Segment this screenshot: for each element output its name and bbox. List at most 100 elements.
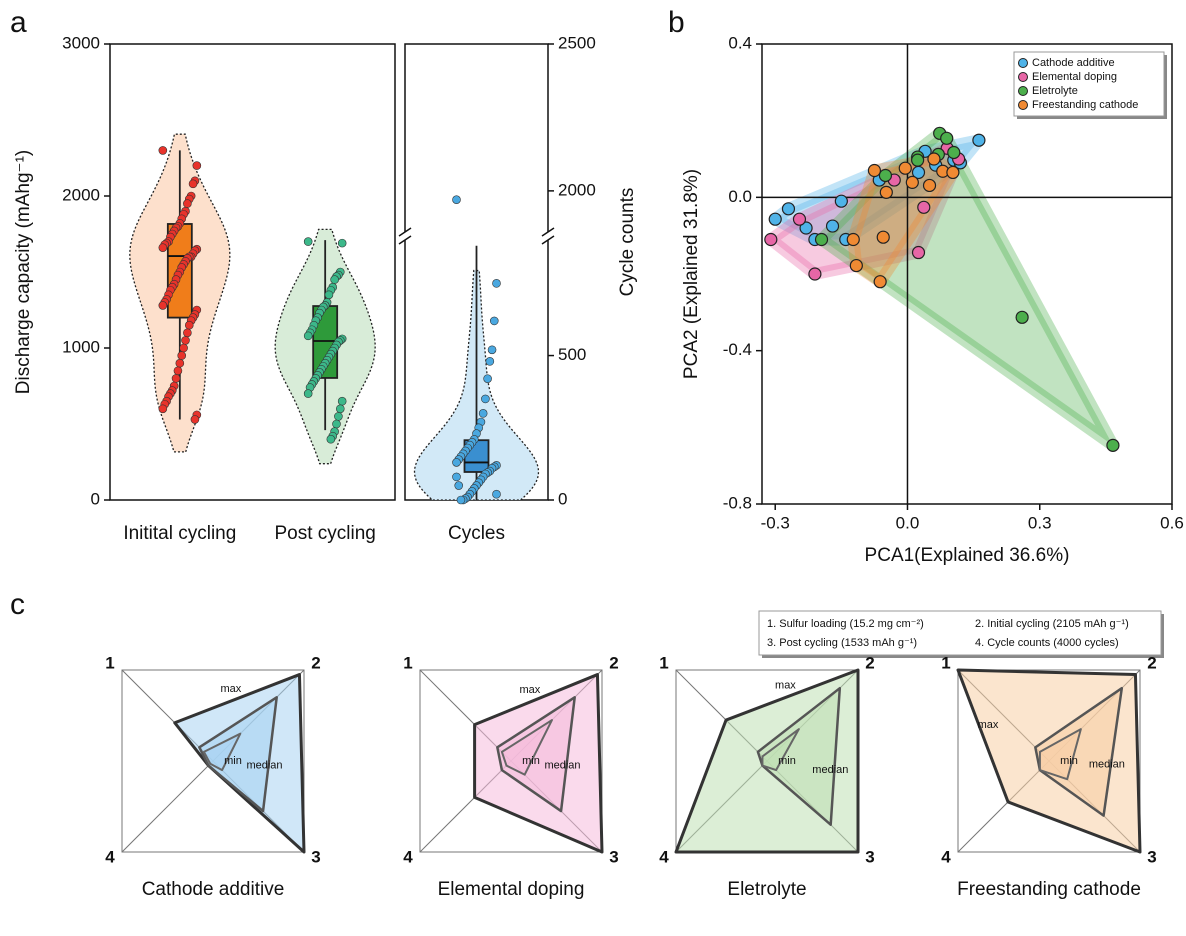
data-point [927,152,941,166]
legend-box [1013,51,1165,117]
radar-axis-label: 1 [941,653,950,672]
legend-label: Cathode additive [1032,57,1115,69]
data-point [337,396,347,406]
data-point [846,232,860,247]
radar-polygon [496,696,576,813]
x-axis-label: PCA1(Explained 36.6%) [865,545,1070,566]
axis-break [541,235,555,245]
y-tick-label: -0.4 [723,340,752,359]
data-point [911,153,925,167]
radar-polygon [1038,728,1082,781]
radar-polygon [1034,686,1124,817]
data-point [337,238,347,248]
y-tick-label: 0.0 [728,187,752,206]
radar-axis-label: 2 [311,653,320,672]
data-point [485,357,495,366]
radar-axis-label: 4 [941,847,951,866]
data-point [940,131,954,145]
data-point [898,161,912,175]
series-label: median [812,764,848,776]
x-tick-label: Initital cycling [123,523,236,544]
data-point [834,194,848,208]
series-label: max [519,684,540,696]
y-tick-label: 2000 [62,185,100,204]
radar-axis-label: 1 [105,653,114,672]
data-point [452,458,461,467]
key-item: 1. Sulfur loading (15.2 mg cm⁻²) [767,618,924,630]
radar-polygon [198,696,278,813]
data-point [768,212,782,226]
series-label: median [544,759,580,771]
data-point [799,221,813,235]
data-point [158,146,168,155]
data-point [188,179,198,189]
x-tick-label: Post cycling [274,523,375,544]
data-point [947,145,961,160]
data-point [825,219,840,233]
data-point [326,434,336,444]
key-item: 3. Post cycling (1533 mAh g⁻¹) [767,637,917,649]
data-point [946,165,960,180]
series-label: median [246,759,282,771]
data-point [922,178,937,193]
series-label: max [775,679,796,691]
data-point [792,212,807,226]
radar-axis-label: 3 [1147,847,1156,866]
y-tick-label: -0.8 [723,493,752,512]
axis-break-gap [399,232,411,240]
data-point [764,232,778,247]
data-point [303,331,313,341]
data-point [303,237,313,246]
radar-title: Elemental doping [438,879,585,900]
radar-axis-label: 2 [1147,653,1156,672]
data-point [324,290,334,300]
data-point [911,245,926,260]
data-point [179,343,188,353]
radar-axis-label: 3 [609,847,618,866]
series-label: min [522,755,540,767]
data-point [173,366,183,376]
radar-axis-label: 3 [865,847,874,866]
data-point [481,394,490,404]
data-point [781,202,796,216]
data-point [183,199,192,208]
radar-polygon [761,728,800,772]
data-point [867,163,882,178]
data-point [492,489,501,499]
data-point [330,275,339,284]
data-point [849,258,863,273]
panel-label: b [668,6,685,39]
x-tick-label: 0.6 [1160,513,1184,532]
axis-break [541,227,555,237]
data-point [158,301,168,310]
y2-axis-label: Cycle counts [617,188,638,297]
key-item: 2. Initial cycling (2105 mAh g⁻¹) [975,618,1129,630]
radar-axis-label: 2 [865,653,874,672]
data-point [452,472,461,482]
data-point [1106,438,1120,452]
axis-break-gap [542,232,554,240]
data-point [876,230,890,244]
data-point [158,243,168,252]
data-point [175,358,185,368]
y2-tick-label: 0 [558,489,567,508]
data-point [487,345,497,355]
data-point [171,374,181,383]
radar-frame [957,669,1141,853]
data-point [158,404,168,414]
legend-marker [1018,100,1028,110]
radar-title: Freestanding cathode [957,879,1141,900]
x-tick-label: -0.3 [761,513,790,532]
radar-axis-label: 4 [105,847,115,866]
radar-axis-label: 4 [403,847,413,866]
radar-polygon [500,719,553,776]
panel-label: a [10,6,27,39]
data-point [492,279,501,288]
data-point [1015,310,1029,324]
data-point [183,328,192,338]
legend-label: Freestanding cathode [1032,99,1138,111]
series-label: min [224,755,242,767]
panel-label: c [10,588,25,621]
